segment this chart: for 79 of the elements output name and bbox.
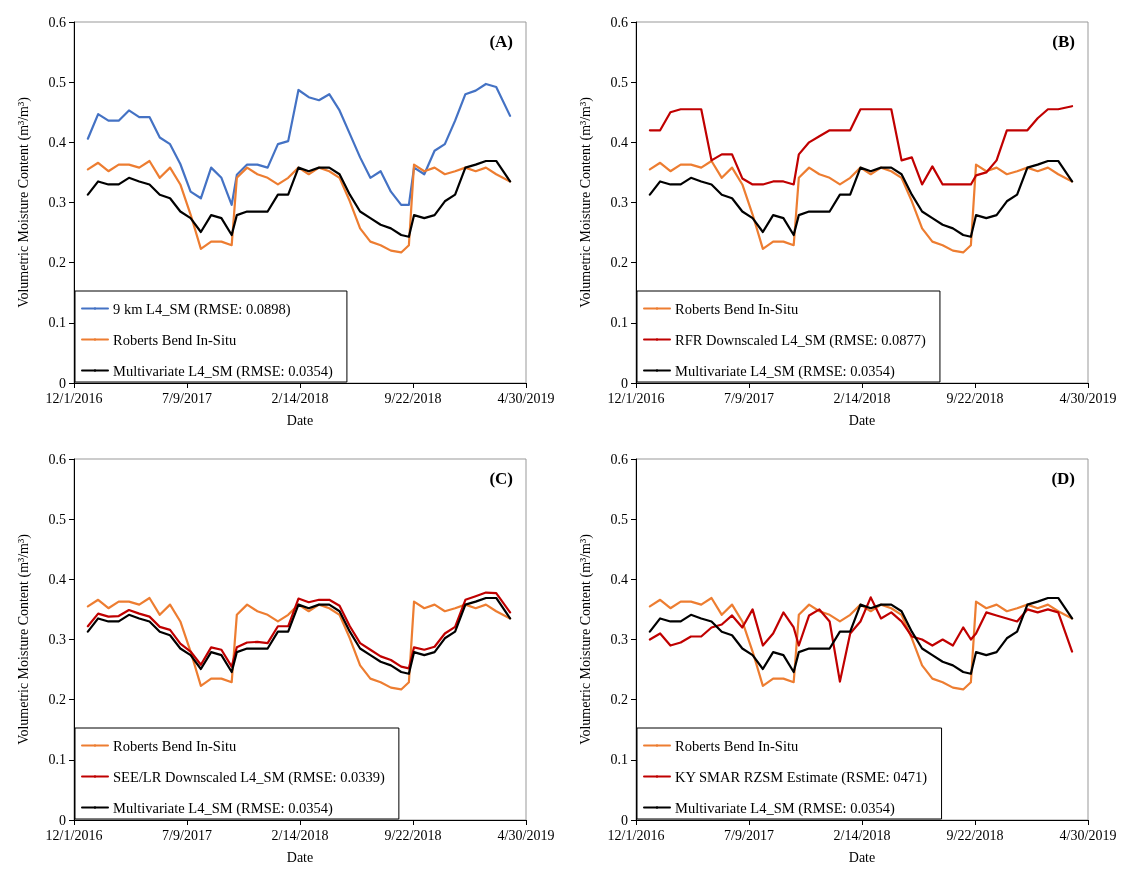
legend-label: Roberts Bend In-Situ [675, 737, 799, 754]
x-tick-label: 4/30/2019 [1059, 390, 1117, 406]
text: (B) [1052, 32, 1076, 51]
x-tick-label: 12/1/2016 [45, 390, 103, 406]
x-tick-label: 4/30/2019 [497, 390, 555, 406]
line-series [648, 159, 1074, 238]
y-tick-label: 0.6 [48, 14, 66, 30]
x-tick-label: 9/22/2018 [384, 827, 442, 843]
y-tick-label: 0.1 [610, 315, 628, 331]
y-tick-label: 0.4 [48, 571, 66, 587]
y-tick-label: 0.4 [48, 134, 66, 150]
y-tick-label: 0.2 [48, 255, 66, 271]
y-tick-label: 0.5 [610, 511, 628, 527]
legend-label: Multivariate L4_SM (RMSE: 0.0354) [113, 362, 334, 380]
y-tick-label: 0.2 [48, 692, 66, 708]
x-tick-label: 2/14/2018 [271, 390, 329, 406]
line-series [86, 596, 512, 691]
y-axis-title: Volumetric Moisture Content (m³/m³) [15, 96, 32, 308]
y-tick-label: 0.3 [610, 195, 628, 210]
text: (C) [489, 469, 514, 488]
x-tick-label: 9/22/2018 [384, 390, 442, 406]
x-tick-label: 12/1/2016 [45, 827, 103, 843]
x-axis-title: Date [286, 412, 314, 428]
legend-label: Multivariate L4_SM (RMSE: 0.0354) [675, 362, 896, 380]
y-tick-label: 0.6 [48, 451, 66, 467]
y-tick-label: 0.5 [48, 511, 66, 527]
x-tick-label: 12/1/2016 [607, 390, 665, 406]
y-tick-label: 0.1 [48, 752, 66, 768]
legend-label: Roberts Bend In-Situ [113, 737, 237, 754]
x-tick-label: 12/1/2016 [607, 827, 665, 843]
legend-label: KY SMAR RZSM Estimate (RSME: 0471) [675, 768, 928, 786]
x-tick-label: 7/9/2017 [162, 390, 212, 406]
line-series [86, 159, 512, 254]
x-tick-label: 4/30/2019 [1059, 827, 1117, 843]
y-axis-title: Volumetric Moisture Content (m³/m³) [15, 533, 32, 745]
y-tick-label: 0 [621, 375, 628, 391]
x-tick-label: 7/9/2017 [162, 827, 212, 843]
x-tick-label: 7/9/2017 [724, 827, 774, 843]
text: (A) [489, 32, 514, 51]
y-tick-label: 0.1 [48, 315, 66, 331]
y-tick-label: 0.4 [610, 134, 628, 150]
x-axis-title: Date [848, 412, 876, 428]
y-tick-label: 0.4 [610, 571, 628, 587]
x-tick-label: 9/22/2018 [946, 390, 1004, 406]
legend-label: 9 km L4_SM (RMSE: 0.0898) [113, 300, 291, 318]
y-tick-label: 0.3 [610, 632, 628, 647]
y-tick-label: 0.2 [610, 692, 628, 708]
y-tick-label: 0.5 [48, 74, 66, 90]
legend-label: Multivariate L4_SM (RMSE: 0.0354) [113, 799, 334, 817]
x-tick-label: 4/30/2019 [497, 827, 555, 843]
y-axis-title: Volumetric Moisture Content (m³/m³) [577, 96, 594, 308]
legend-label: SEE/LR Downscaled L4_SM (RMSE: 0.0339) [113, 768, 386, 786]
line-series [86, 159, 512, 238]
x-tick-label: 2/14/2018 [271, 827, 329, 843]
y-tick-label: 0.3 [48, 195, 66, 210]
y-tick-label: 0 [59, 812, 66, 828]
line-series [648, 105, 1074, 186]
y-tick-label: 0.6 [610, 14, 628, 30]
y-tick-label: 0.1 [610, 752, 628, 768]
x-axis-title: Date [848, 849, 876, 865]
legend-label: Roberts Bend In-Situ [675, 300, 799, 317]
line-series [648, 159, 1074, 254]
x-axis-title: Date [286, 849, 314, 865]
y-tick-label: 0.3 [48, 632, 66, 647]
x-tick-label: 7/9/2017 [724, 390, 774, 406]
y-tick-label: 0.5 [610, 74, 628, 90]
legend-label: Multivariate L4_SM (RMSE: 0.0354) [675, 799, 896, 817]
y-tick-label: 0 [621, 812, 628, 828]
x-tick-label: 2/14/2018 [833, 827, 891, 843]
line-series [86, 82, 512, 207]
y-tick-label: 0.2 [610, 255, 628, 271]
y-tick-label: 0 [59, 375, 66, 391]
y-axis-title: Volumetric Moisture Content (m³/m³) [577, 533, 594, 745]
legend-label: RFR Downscaled L4_SM (RMSE: 0.0877) [675, 331, 927, 349]
text: (D) [1051, 469, 1076, 488]
x-tick-label: 2/14/2018 [833, 390, 891, 406]
y-tick-label: 0.6 [610, 451, 628, 467]
x-tick-label: 9/22/2018 [946, 827, 1004, 843]
legend-label: Roberts Bend In-Situ [113, 331, 237, 348]
